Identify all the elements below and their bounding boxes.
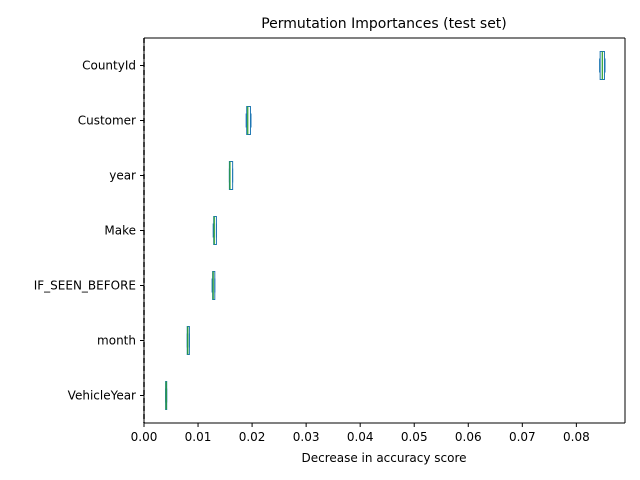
x-tick-label: 0.00 [131,430,158,444]
box-iqr [246,106,251,135]
plot-area: 0.00 0.01 0.02 0.03 0.04 0.05 0.06 0.07 0.08 Coun… [34,37,626,444]
x-tick-label: 0.07 [509,430,536,444]
x-tick-label: 0.08 [563,430,590,444]
y-tick-label: VehicleYear [68,389,136,403]
y-tick-label: IF_SEEN_BEFORE [34,279,136,293]
x-tick-label: 0.02 [239,430,266,444]
y-tick-label: Customer [78,114,136,128]
x-tick-label: 0.05 [401,430,428,444]
y-tick-label: month [97,334,136,348]
x-tick-label: 0.03 [293,430,320,444]
y-tick-label: year [109,169,136,183]
y-tick-label: CountyId [82,59,136,73]
y-tick-label: Make [104,224,136,238]
x-tick-label: 0.04 [347,430,374,444]
x-tick-label: 0.01 [185,430,212,444]
x-tick-label: 0.06 [455,430,482,444]
x-axis-label: Decrease in accuracy score [301,451,466,465]
chart-title: Permutation Importances (test set) [261,16,507,32]
